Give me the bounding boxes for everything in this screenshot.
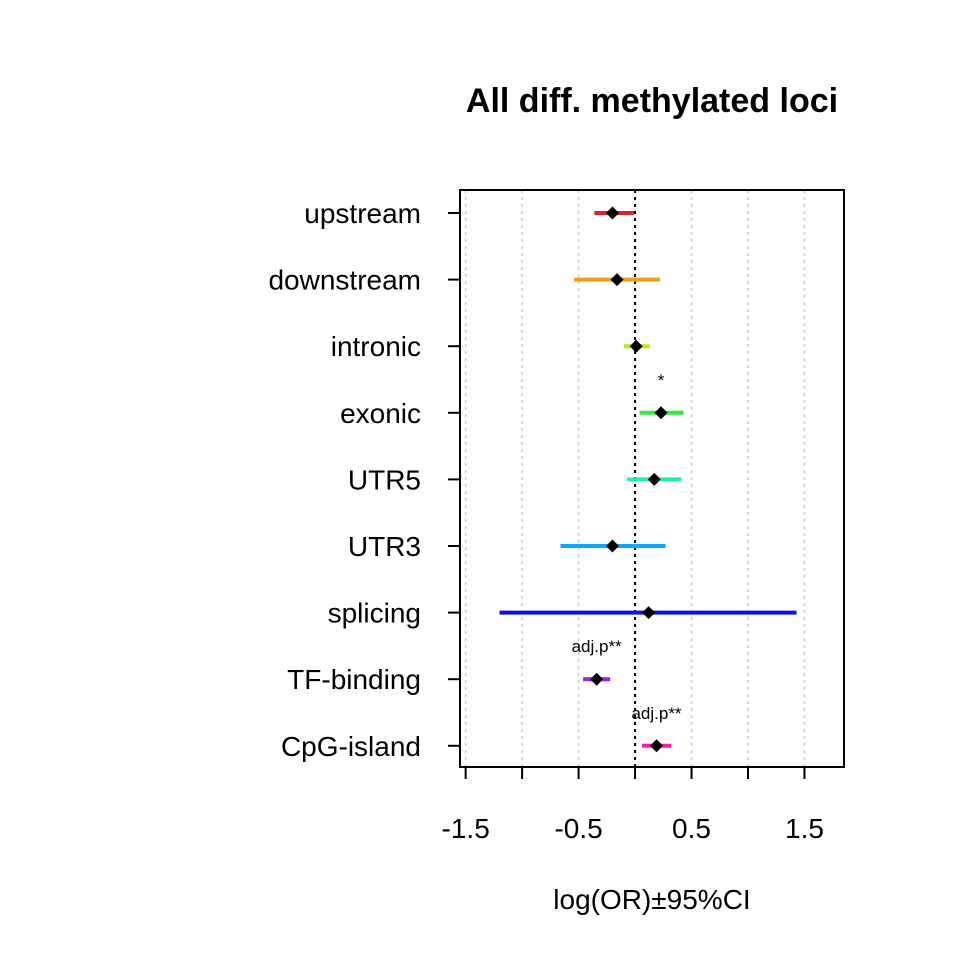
- point-estimate-CpG-island: [650, 739, 664, 753]
- annotation-exonic: *: [658, 371, 665, 390]
- chart-title: All diff. methylated loci: [466, 82, 838, 120]
- x-tick-label-6: 1.5: [785, 813, 824, 844]
- point-estimate-splicing: [642, 606, 656, 620]
- annotation-TF-binding: adj.p**: [572, 637, 622, 656]
- y-tick-label-splicing: splicing: [328, 598, 421, 629]
- x-tick-label-4: 0.5: [672, 813, 711, 844]
- y-tick-label-intronic: intronic: [331, 331, 421, 362]
- estimate-series: [499, 206, 797, 753]
- y-tick-label-CpG-island: CpG-island: [281, 731, 421, 762]
- point-estimate-downstream: [610, 273, 624, 287]
- point-estimate-intronic: [629, 339, 643, 353]
- point-estimate-TF-binding: [590, 672, 604, 686]
- y-tick-label-upstream: upstream: [304, 198, 421, 229]
- point-estimate-upstream: [605, 206, 619, 220]
- y-axis: upstream downstream intronic exonic UTR5 UTR3…: [268, 198, 461, 762]
- point-estimate-UTR5: [647, 472, 661, 486]
- point-estimate-UTR3: [605, 539, 619, 553]
- y-tick-label-UTR3: UTR3: [348, 531, 421, 562]
- annotations: * adj.p** adj.p**: [572, 371, 682, 723]
- y-tick-label-TF-binding: TF-binding: [287, 664, 421, 695]
- y-tick-label-UTR5: UTR5: [348, 464, 421, 495]
- point-estimate-exonic: [654, 406, 668, 420]
- x-tick-label-2: -0.5: [554, 813, 602, 844]
- x-tick-label-0: -1.5: [442, 813, 490, 844]
- x-axis-title: log(OR)±95%CI: [553, 884, 750, 915]
- x-axis: -1.5 -0.5 0.5 1.5: [442, 766, 824, 844]
- annotation-CpG-island: adj.p**: [631, 704, 681, 723]
- y-tick-label-exonic: exonic: [340, 398, 421, 429]
- y-tick-label-downstream: downstream: [268, 265, 421, 296]
